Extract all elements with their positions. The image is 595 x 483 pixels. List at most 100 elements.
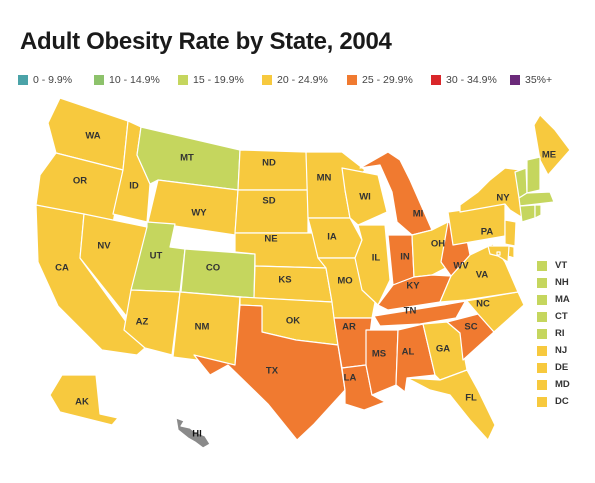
state-label-ak: AK	[75, 397, 89, 408]
state-label-nm: NM	[195, 322, 210, 333]
legend-label-3: 20 - 24.9%	[277, 74, 328, 86]
side-swatch-de	[537, 362, 547, 373]
legend-swatch-2	[178, 75, 188, 85]
state-ms[interactable]	[365, 329, 399, 396]
state-label-az: AZ	[136, 317, 149, 328]
state-label-tn: TN	[404, 306, 417, 317]
state-label-mn: MN	[317, 173, 332, 184]
side-swatch-md	[537, 379, 547, 390]
legend-label-0: 0 - 9.9%	[33, 74, 73, 86]
state-il[interactable]	[354, 224, 391, 306]
legend-swatch-4	[347, 75, 357, 85]
side-label-ma: MA	[555, 294, 570, 305]
state-sc[interactable]	[446, 313, 495, 361]
state-label-il: IL	[372, 253, 381, 264]
state-label-me: ME	[542, 150, 556, 161]
state-ct[interactable]	[519, 204, 536, 223]
state-label-nc: NC	[476, 299, 490, 310]
state-label-ia: IA	[327, 232, 337, 243]
state-ma[interactable]	[518, 191, 555, 207]
legend-swatch-3	[262, 75, 272, 85]
state-label-hi: HI	[192, 429, 202, 440]
legend-item-6: 35%+	[510, 74, 552, 86]
state-label-ga: GA	[436, 344, 450, 355]
state-nh[interactable]	[526, 156, 541, 194]
state-fl[interactable]	[406, 369, 496, 441]
state-label-nv: NV	[97, 241, 111, 252]
side-item-md[interactable]: MD	[537, 379, 570, 390]
state-label-ms: MS	[372, 349, 386, 360]
side-swatch-nj	[537, 345, 547, 356]
map-title: Adult Obesity Rate by State, 2004	[20, 28, 392, 55]
side-label-md: MD	[555, 379, 570, 390]
state-dc[interactable]	[496, 251, 501, 256]
state-label-fl: FL	[465, 393, 477, 404]
side-swatch-ma	[537, 294, 547, 305]
state-ri[interactable]	[534, 204, 542, 219]
state-hi[interactable]	[175, 417, 211, 449]
side-item-nj[interactable]: NJ	[537, 345, 567, 356]
legend-item-5: 30 - 34.9%	[431, 74, 497, 86]
state-pa[interactable]	[447, 203, 506, 246]
side-label-de: DE	[555, 362, 569, 373]
state-ak[interactable]	[49, 374, 119, 426]
side-swatch-ri	[537, 328, 547, 339]
state-label-mt: MT	[180, 153, 194, 164]
legend-item-3: 20 - 24.9%	[262, 74, 328, 86]
state-label-sc: SC	[464, 322, 477, 333]
state-labels: WA OR CA ID NV MT WY UT AZ CO NM ND SD NE KS OK TX MN IA MO…	[55, 131, 556, 440]
state-ky[interactable]	[377, 274, 452, 311]
side-swatch-ct	[537, 311, 547, 322]
side-item-ri[interactable]: RI	[537, 328, 565, 339]
state-label-in: IN	[400, 252, 410, 263]
side-item-dc[interactable]: DC	[537, 396, 569, 407]
state-nj[interactable]	[504, 219, 517, 247]
state-ks[interactable]	[253, 265, 333, 303]
state-label-ut: UT	[150, 251, 163, 262]
state-label-pa: PA	[481, 227, 494, 238]
legend-label-2: 15 - 19.9%	[193, 74, 244, 86]
side-label-nh: NH	[555, 277, 569, 288]
legend-swatch-6	[510, 75, 520, 85]
legend-label-4: 25 - 29.9%	[362, 74, 413, 86]
state-tx[interactable]	[193, 304, 346, 441]
state-label-ca: CA	[55, 263, 69, 274]
state-label-nd: ND	[262, 158, 276, 169]
side-item-vt[interactable]: VT	[537, 260, 567, 271]
side-swatch-nh	[537, 277, 547, 288]
state-label-wi: WI	[359, 192, 371, 203]
legend-item-1: 10 - 14.9%	[94, 74, 160, 86]
state-label-wa: WA	[85, 131, 100, 142]
state-label-ks: KS	[278, 275, 291, 286]
side-swatch-dc	[537, 396, 547, 407]
legend-item-0: 0 - 9.9%	[18, 74, 72, 86]
state-label-mo: MO	[337, 276, 352, 287]
side-label-vt: VT	[555, 260, 568, 271]
state-label-sd: SD	[262, 196, 275, 207]
legend-label-1: 10 - 14.9%	[109, 74, 160, 86]
side-item-de[interactable]: DE	[537, 362, 568, 373]
side-item-ma[interactable]: MA	[537, 294, 570, 305]
side-label-dc: DC	[555, 396, 569, 407]
side-label-ri: RI	[555, 328, 565, 339]
state-label-ne: NE	[264, 234, 277, 245]
state-az[interactable]	[123, 289, 181, 356]
legend-swatch-0	[18, 75, 28, 85]
state-label-va: VA	[476, 270, 489, 281]
state-label-wv: WV	[453, 261, 469, 272]
state-label-ar: AR	[342, 322, 356, 333]
legend-label-6: 35%+	[525, 74, 553, 86]
state-nd[interactable]	[237, 149, 309, 191]
state-label-wy: WY	[191, 208, 207, 219]
state-label-ok: OK	[286, 316, 300, 327]
state-label-id: ID	[129, 181, 139, 192]
state-me[interactable]	[533, 114, 571, 176]
legend-item-4: 25 - 29.9%	[347, 74, 413, 86]
state-label-oh: OH	[431, 239, 445, 250]
state-va[interactable]	[439, 243, 519, 303]
side-item-nh[interactable]: NH	[537, 277, 569, 288]
state-label-co: CO	[206, 263, 220, 274]
side-item-ct[interactable]: CT	[537, 311, 568, 322]
state-label-ky: KY	[406, 281, 420, 292]
